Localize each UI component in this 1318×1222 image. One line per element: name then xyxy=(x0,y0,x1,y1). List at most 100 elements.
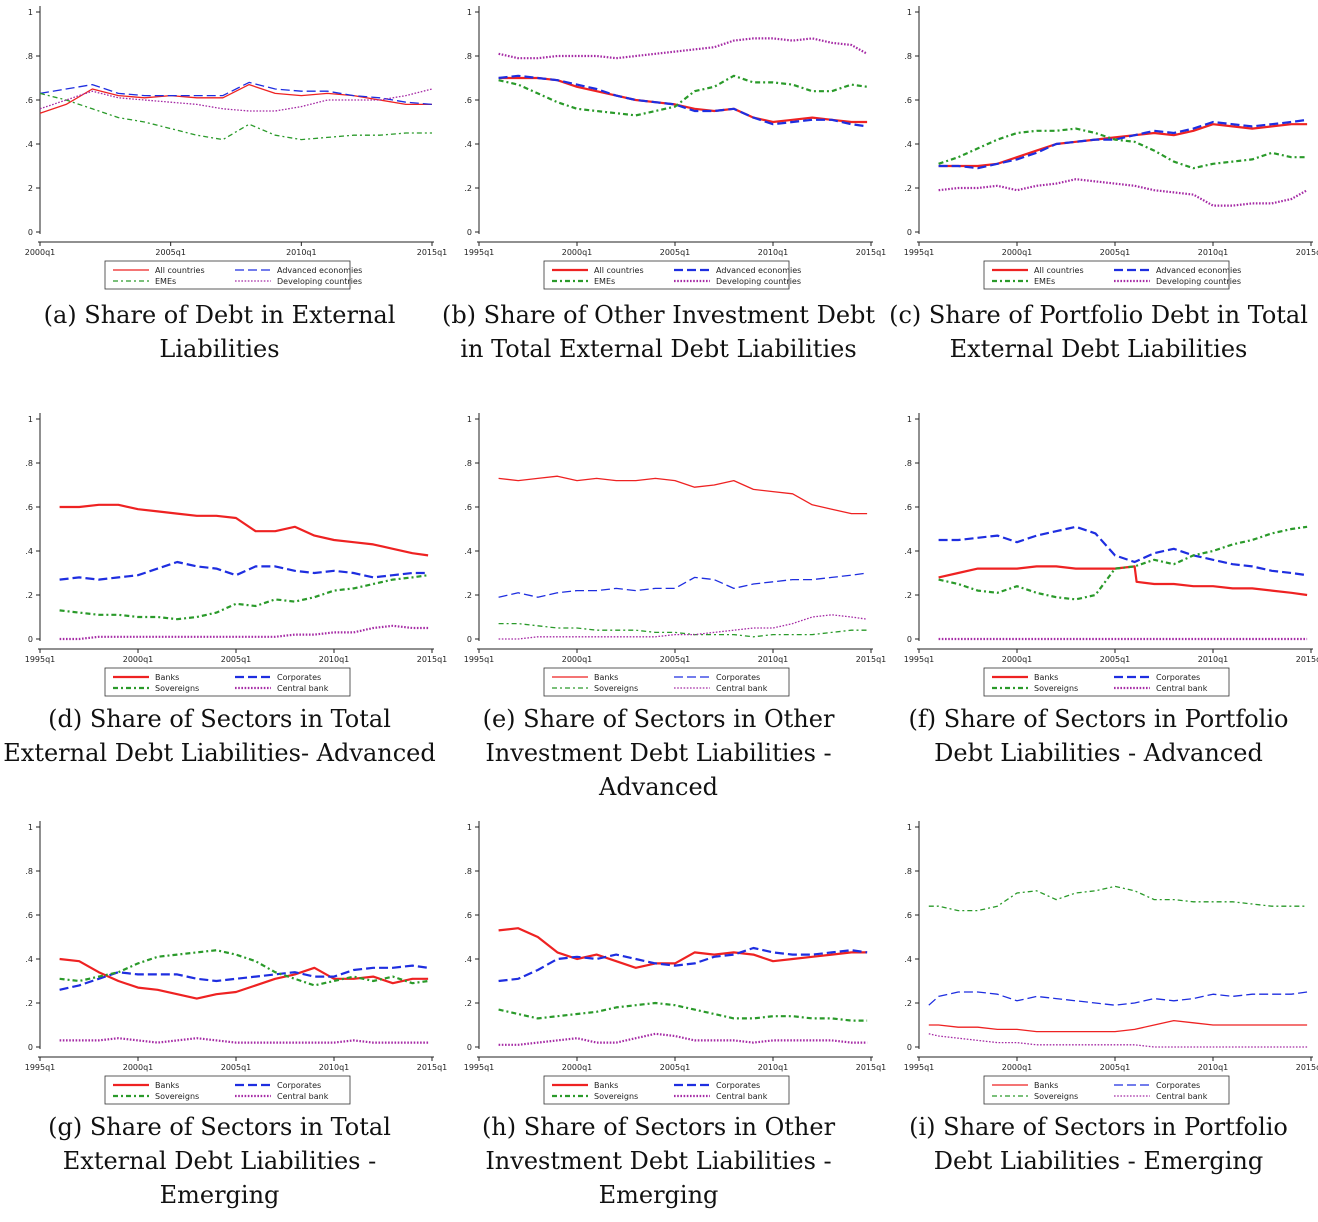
chart-caption: (g) Share of Sectors in Total External D… xyxy=(48,1113,391,1209)
y-tick-label: .8 xyxy=(464,867,472,876)
y-tick-label: .8 xyxy=(25,52,33,61)
chart-caption: (i) Share of Sectors in Portfolio Debt L… xyxy=(909,1113,1288,1175)
legend-label: Banks xyxy=(155,673,179,682)
legend-label: Advanced economies xyxy=(1156,266,1241,275)
series-line-corporates xyxy=(59,964,429,991)
y-tick-label: 1 xyxy=(907,415,912,424)
y-tick-label: .4 xyxy=(464,140,472,149)
series-line-corporates xyxy=(498,946,868,983)
x-tick-label: 2015q1 xyxy=(1296,655,1318,664)
series-line-advanced-economies xyxy=(938,118,1308,170)
y-tick-label: .6 xyxy=(464,911,472,920)
legend-box xyxy=(104,1075,351,1105)
chart-panel: 0 .2 .4 .6 .8 1 1995q1 2000q1 2005q1 2010q1 2015q1… xyxy=(0,407,447,814)
y-tick-label: 1 xyxy=(28,8,33,17)
series-line-emes xyxy=(498,74,868,117)
x-tick-label: 2010q1 xyxy=(1198,655,1229,664)
x-tick-label: 2005q1 xyxy=(221,1063,252,1072)
y-tick-label: .6 xyxy=(904,911,912,920)
x-tick-label: 2000q1 xyxy=(25,248,56,257)
series-line-corporates xyxy=(938,525,1308,577)
y-tick-label: .8 xyxy=(464,459,472,468)
y-tick-label: .2 xyxy=(904,999,912,1008)
legend-label: Sovereigns xyxy=(594,1092,638,1101)
x-tick-label: 2010q1 xyxy=(758,248,789,257)
x-tick-label: 2005q1 xyxy=(660,248,691,257)
chart-svg: 0 .2 .4 .6 .8 1 1995q1 2000q1 2005q1 2010q1 2015q1… xyxy=(904,413,1318,697)
legend-label: Corporates xyxy=(716,1081,760,1090)
x-tick-label: 2015q1 xyxy=(417,248,448,257)
y-tick-label: .2 xyxy=(904,591,912,600)
y-tick-label: .2 xyxy=(25,999,33,1008)
x-tick-label: 1995q1 xyxy=(464,1063,495,1072)
y-tick-label: .4 xyxy=(904,955,912,964)
chart-svg: 0 .2 .4 .6 .8 1 1995q1 2000q1 2005q1 2010q1 2015q1… xyxy=(464,413,886,697)
legend-label: Central bank xyxy=(277,684,329,693)
y-tick-label: .6 xyxy=(464,96,472,105)
x-tick-label: 1995q1 xyxy=(904,655,935,664)
series-line-central-bank xyxy=(498,1032,868,1046)
legend-label: All countries xyxy=(594,266,644,275)
x-tick-label: 2010q1 xyxy=(319,655,350,664)
legend-label: Central bank xyxy=(1156,684,1208,693)
x-tick-label: 2000q1 xyxy=(562,655,593,664)
series-line-developing-countries xyxy=(39,88,433,112)
y-tick-label: 0 xyxy=(467,1043,472,1052)
chart-caption: (d) Share of Sectors in Total External D… xyxy=(3,705,436,767)
legend-label: All countries xyxy=(155,266,205,275)
series-line-sovereigns xyxy=(59,574,429,621)
y-tick-label: .8 xyxy=(25,459,33,468)
chart-panel: 0 .2 .4 .6 .8 1 1995q1 2000q1 2005q1 2010q1 2015q1… xyxy=(0,815,447,1222)
legend-label: EMEs xyxy=(1034,277,1055,286)
legend-box xyxy=(543,260,790,290)
legend-box xyxy=(104,260,351,290)
y-tick-label: 0 xyxy=(28,635,33,644)
legend-box xyxy=(983,260,1230,290)
y-tick-label: .2 xyxy=(464,999,472,1008)
legend-label: EMEs xyxy=(594,277,615,286)
legend-box xyxy=(543,667,790,697)
x-tick-label: 2005q1 xyxy=(1100,1063,1131,1072)
legend-label: Corporates xyxy=(277,1081,321,1090)
x-tick-label: 1995q1 xyxy=(904,248,935,257)
series-line-banks xyxy=(498,927,868,969)
x-tick-label: 2010q1 xyxy=(286,248,317,257)
x-tick-label: 2010q1 xyxy=(319,1063,350,1072)
legend-label: Central bank xyxy=(277,1092,329,1101)
y-tick-label: .4 xyxy=(25,140,33,149)
y-tick-label: .6 xyxy=(25,96,33,105)
y-tick-label: .2 xyxy=(904,184,912,193)
x-tick-label: 2015q1 xyxy=(856,655,887,664)
x-tick-label: 1995q1 xyxy=(464,248,495,257)
y-tick-label: 0 xyxy=(467,228,472,237)
legend-box xyxy=(104,667,351,697)
legend-label: Banks xyxy=(155,1081,179,1090)
y-tick-label: 0 xyxy=(467,635,472,644)
series-line-advanced-economies xyxy=(498,74,868,128)
chart-svg: 0 .2 .4 .6 .8 1 1995q1 2000q1 2005q1 2010q1 2015q1… xyxy=(464,821,886,1105)
x-tick-label: 1995q1 xyxy=(904,1063,935,1072)
legend-box xyxy=(983,1075,1230,1105)
y-tick-label: .4 xyxy=(25,547,33,556)
series-line-sovereigns xyxy=(498,622,868,638)
legend-label: Sovereigns xyxy=(594,684,638,693)
y-tick-label: 0 xyxy=(28,228,33,237)
chart-panel: 0 .2 .4 .6 .8 1 1995q1 2000q1 2005q1 2010q1 2015q1… xyxy=(439,407,886,814)
chart-caption: (a) Share of Debt in External Liabilitie… xyxy=(43,301,396,363)
x-tick-label: 2005q1 xyxy=(1100,655,1131,664)
series-line-corporates xyxy=(928,991,1308,1006)
series-line-central-bank xyxy=(59,1037,429,1044)
series-line-sovereigns xyxy=(498,1001,868,1022)
y-tick-label: 0 xyxy=(28,1043,33,1052)
y-tick-label: 0 xyxy=(907,228,912,237)
chart-svg: 0 2 .4 .6 .8 1 2000q1 2005q1 2010q1 2015q1 All cou… xyxy=(25,6,447,290)
x-tick-label: 1995q1 xyxy=(25,655,56,664)
chart-svg: 0 .2 .4 .6 .8 1 1995q1 2000q1 2005q1 2010q1 2015q1… xyxy=(904,6,1318,290)
legend-label: Developing countries xyxy=(1156,277,1241,286)
x-tick-label: 2000q1 xyxy=(562,248,593,257)
legend-label: Central bank xyxy=(716,1092,768,1101)
y-tick-label: .4 xyxy=(464,955,472,964)
series-line-central-bank xyxy=(928,1033,1308,1048)
legend-box xyxy=(983,667,1230,697)
legend-label: EMEs xyxy=(155,277,176,286)
